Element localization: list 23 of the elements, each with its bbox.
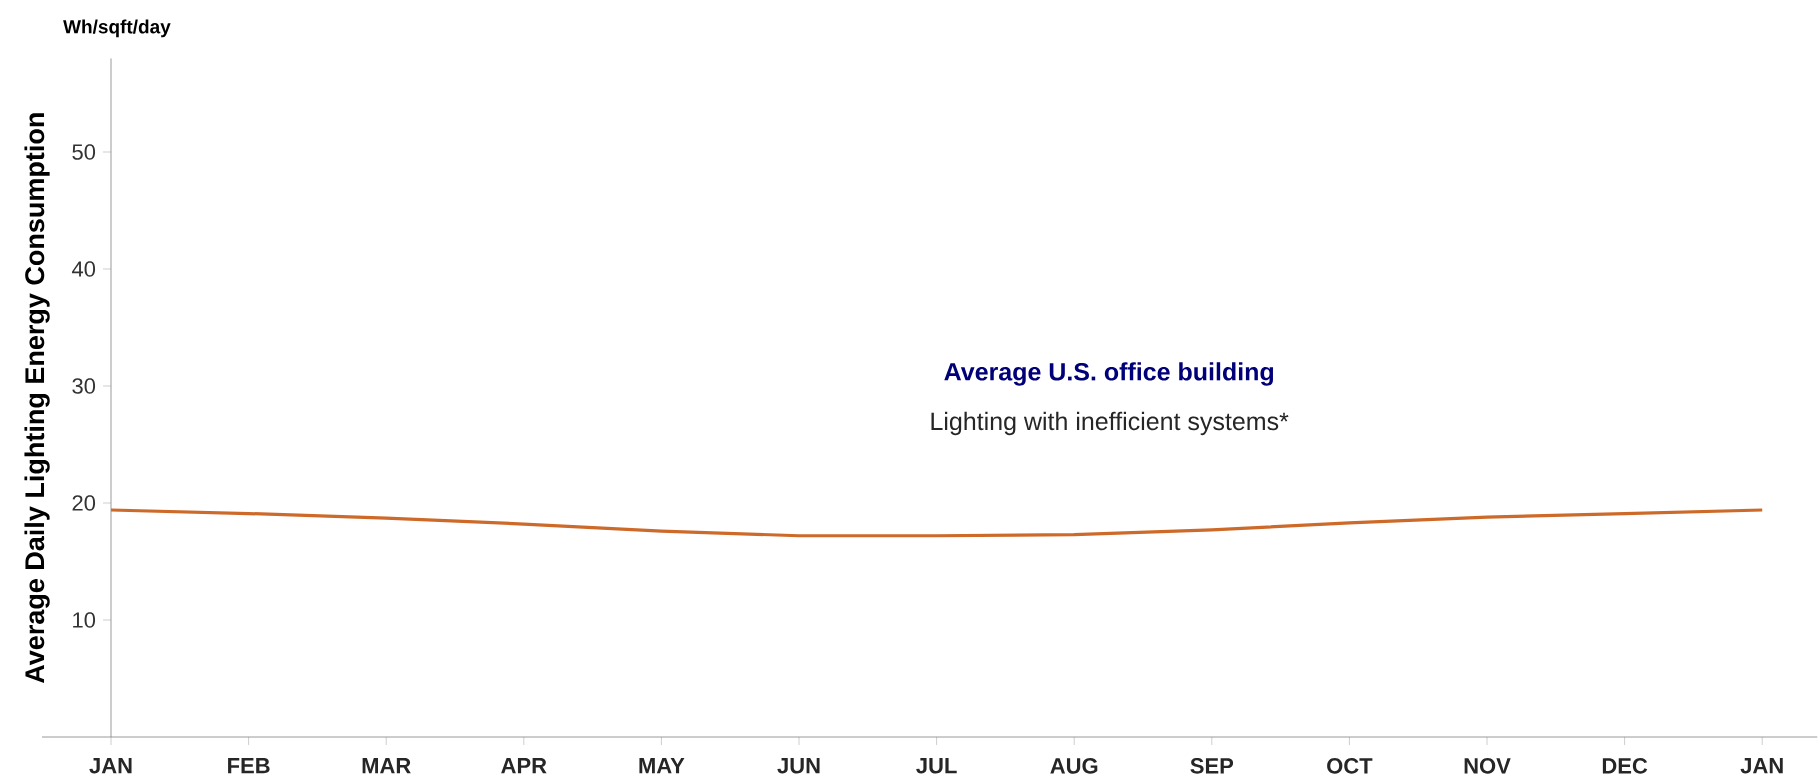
x-tick-label: FEB bbox=[228, 758, 270, 774]
y-tick-label: 50 bbox=[72, 144, 96, 160]
x-tick-label: NOV bbox=[1464, 758, 1511, 774]
text: Wh/sqft/day bbox=[63, 19, 171, 38]
y-tick-label: 30 bbox=[72, 378, 96, 394]
x-tick-label: MAR bbox=[362, 758, 411, 774]
y-tick-label: 20 bbox=[72, 495, 96, 511]
x-tick-label: OCT bbox=[1327, 758, 1373, 774]
line-series bbox=[109, 508, 1764, 538]
x-tick-label: JAN bbox=[1740, 758, 1783, 774]
x-tick-label: MAY bbox=[639, 758, 685, 774]
annotation: Lighting with inefficient systems* bbox=[931, 411, 1289, 436]
x-tick-label: DEC bbox=[1602, 758, 1648, 774]
x-tick-label: JUN bbox=[777, 758, 820, 774]
x-tick-label: JAN bbox=[89, 758, 132, 774]
x-tick-label: AUG bbox=[1050, 758, 1098, 774]
y-tick-label: 10 bbox=[73, 612, 96, 628]
x-tick-label: SEP bbox=[1190, 758, 1234, 774]
x-tick-label: APR bbox=[501, 758, 547, 774]
y-tick-label: 40 bbox=[71, 261, 96, 277]
y-axis-title: Average Daily Lighting Energy Consumption bbox=[24, 113, 50, 684]
annotation: Average U.S. office building bbox=[944, 362, 1274, 386]
x-tick-label: JUL bbox=[916, 758, 957, 774]
